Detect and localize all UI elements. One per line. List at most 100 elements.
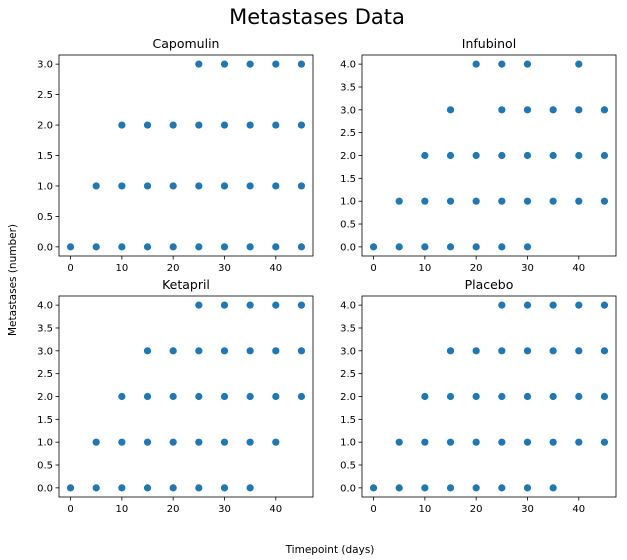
data-point (66, 484, 75, 492)
subplot-title: Infubinol (462, 36, 516, 51)
data-point (600, 197, 609, 205)
data-point (220, 438, 229, 446)
subplot-capomulin: 0 10 20 30 40 0.0 0.5 1.0 1.5 2.0 2.5 3.0 Capomulin (37, 36, 314, 274)
data-point (195, 182, 203, 190)
data-point (246, 392, 254, 401)
data-point (92, 484, 100, 492)
y-tick-label: 3.5 (340, 323, 356, 334)
data-point (575, 197, 583, 205)
data-point (523, 347, 532, 355)
y-tick-label: 4.0 (37, 301, 53, 312)
y-tick-label: 1.5 (340, 415, 356, 426)
data-point (169, 182, 177, 190)
y-tick-label: 3.5 (37, 323, 53, 334)
y-tick-label: 0.0 (37, 483, 53, 494)
subplot-title: Ketapril (162, 277, 210, 292)
data-point (395, 484, 403, 492)
data-point (421, 484, 429, 492)
y-tick-label: 0.0 (340, 242, 356, 253)
data-point (549, 301, 557, 309)
data-point (220, 121, 229, 129)
data-point (523, 301, 532, 309)
data-point (143, 347, 152, 355)
data-point (395, 197, 403, 205)
data-point (272, 121, 280, 129)
y-tick-label: 3.0 (340, 105, 356, 116)
data-point (498, 438, 506, 446)
data-point (421, 197, 429, 205)
data-point (118, 182, 126, 190)
x-tick-label: 10 (418, 263, 431, 274)
y-axis-label: Metastases (number) (7, 224, 19, 336)
figure-title: Metastases Data (229, 5, 405, 29)
data-point (92, 438, 100, 446)
data-point (297, 301, 306, 309)
y-tick-label: 0.5 (37, 212, 53, 223)
data-point (195, 484, 203, 492)
data-point (169, 438, 177, 446)
y-tick-label: 0.0 (37, 242, 53, 253)
data-point (498, 197, 506, 205)
y-tick-label: 1.5 (37, 151, 53, 162)
data-point (220, 484, 229, 492)
data-point (549, 392, 557, 401)
data-point (575, 151, 583, 160)
y-tick-label: 2.5 (340, 369, 356, 380)
x-tick-label: 20 (470, 504, 483, 515)
data-point (143, 182, 152, 190)
data-point (246, 301, 254, 309)
data-point (549, 197, 557, 205)
data-point (523, 392, 532, 401)
data-point (272, 347, 280, 355)
x-tick-label: 10 (115, 504, 128, 515)
x-tick-label: 0 (370, 504, 376, 515)
data-point (498, 484, 506, 492)
data-point (549, 151, 557, 160)
data-point (549, 484, 557, 492)
data-point (472, 60, 480, 68)
subplot-title: Capomulin (153, 36, 220, 51)
data-point (472, 197, 480, 205)
data-point (575, 301, 583, 309)
x-tick-label: 30 (521, 504, 534, 515)
data-point (369, 484, 378, 492)
data-point (143, 121, 152, 129)
data-point (600, 106, 609, 114)
data-point (118, 438, 126, 446)
data-point (92, 243, 100, 251)
data-point (549, 106, 557, 114)
data-point (272, 438, 280, 446)
y-tick-label: 1.0 (37, 181, 53, 192)
data-point (272, 392, 280, 401)
y-tick-label: 4.0 (340, 60, 356, 71)
x-tick-label: 30 (218, 504, 231, 515)
data-point (118, 484, 126, 492)
data-point (195, 301, 203, 309)
data-point (523, 243, 532, 251)
data-point (220, 347, 229, 355)
x-tick-label: 10 (115, 263, 128, 274)
y-tick-label: 2.5 (340, 128, 356, 139)
subplot-grid: 0 10 20 30 40 0.0 0.5 1.0 1.5 2.0 2.5 3.0 Capomulin 0… (37, 36, 617, 515)
x-tick-label: 40 (269, 504, 282, 515)
data-point (395, 243, 403, 251)
y-tick-label: 1.5 (37, 415, 53, 426)
data-point (421, 151, 429, 160)
y-tick-label: 1.5 (340, 174, 356, 185)
data-point (575, 392, 583, 401)
y-tick-label: 0.5 (340, 220, 356, 231)
data-point (297, 392, 306, 401)
data-point (143, 438, 152, 446)
y-tick-label: 2.0 (37, 392, 53, 403)
data-point (523, 438, 532, 446)
data-point (246, 121, 254, 129)
data-point (246, 60, 254, 68)
y-tick-label: 1.0 (340, 438, 356, 449)
data-point (421, 392, 429, 401)
data-point (169, 347, 177, 355)
data-point (220, 392, 229, 401)
subplot-placebo: 0 10 20 30 40 0.0 0.5 1.0 1.5 2.0 2.5 3.0 3.5 4.0 Plac… (340, 277, 617, 515)
x-tick-label: 30 (521, 263, 534, 274)
